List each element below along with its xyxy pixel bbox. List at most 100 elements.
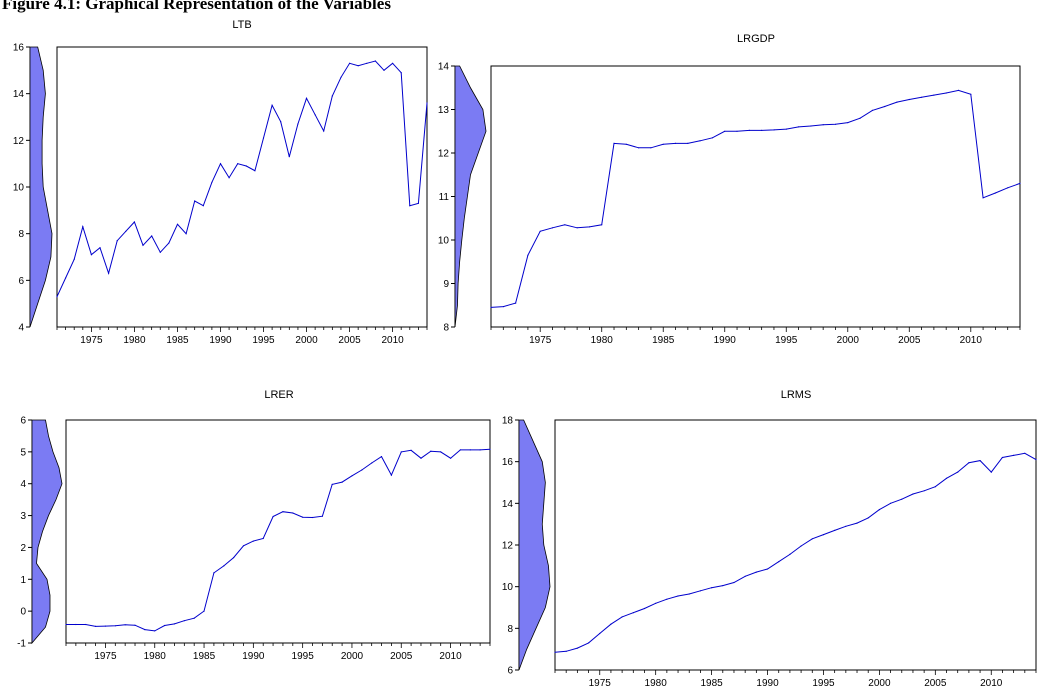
- data-point: [321, 515, 323, 517]
- data-point: [643, 607, 646, 610]
- data-point: [859, 117, 861, 119]
- data-point: [252, 540, 254, 542]
- data-point: [85, 623, 87, 626]
- chart-panel-ltb: LTB 4 6 8 10 12 14 16 1975 1980 1985 1990 1995 2000 20…: [13, 19, 428, 346]
- data-point: [374, 60, 376, 62]
- data-point: [194, 200, 196, 202]
- data-point: [982, 197, 984, 199]
- data-point: [311, 516, 314, 519]
- data-point: [366, 62, 368, 64]
- data-point: [968, 462, 970, 464]
- data-point: [254, 170, 256, 172]
- data-point: [856, 522, 858, 524]
- x-tick-label: 1995: [812, 678, 835, 689]
- data-point: [515, 302, 517, 304]
- data-point: [351, 475, 353, 477]
- chart-panel-lrms: LRMS 6 8 10 12 14 16 18 1975 1980 1985 1990 1995 2000…: [502, 389, 1037, 689]
- data-point: [151, 235, 153, 237]
- data-point: [810, 125, 812, 127]
- x-tick-label: 1980: [591, 335, 614, 346]
- data-point: [176, 223, 179, 225]
- data-point: [867, 517, 869, 519]
- data-point: [193, 617, 195, 619]
- data-point: [761, 129, 763, 131]
- data-point: [733, 581, 735, 584]
- data-point: [400, 72, 402, 74]
- data-point: [426, 102, 428, 104]
- data-point: [934, 486, 936, 488]
- figure-title: Figure 4.1: Graphical Representation of …: [2, 0, 391, 13]
- data-point: [142, 244, 144, 246]
- series-line: [66, 448, 491, 632]
- data-point: [554, 651, 556, 653]
- y-tick-label: 11: [439, 192, 450, 203]
- data-point: [744, 575, 746, 577]
- x-tick-label: 2010: [381, 335, 404, 346]
- x-tick-label: 2005: [924, 678, 947, 689]
- data-point: [1035, 459, 1037, 461]
- data-point: [588, 642, 590, 644]
- data-point: [699, 140, 701, 142]
- data-point: [527, 254, 529, 256]
- data-point: [213, 572, 215, 574]
- x-tick-label: 2010: [980, 678, 1003, 689]
- data-point: [945, 92, 947, 94]
- data-point: [800, 545, 802, 547]
- data-point: [822, 534, 825, 536]
- data-point: [75, 623, 77, 626]
- data-point: [361, 469, 363, 471]
- x-tick-label: 1985: [193, 651, 216, 662]
- data-point: [687, 142, 689, 144]
- data-point: [73, 258, 75, 260]
- x-tick-label: 1990: [209, 335, 232, 346]
- y-tick-label: 12: [438, 149, 450, 160]
- data-point: [601, 224, 603, 226]
- data-point: [99, 247, 101, 249]
- data-point: [228, 177, 230, 179]
- x-tick-label: 1980: [645, 678, 668, 689]
- series-line: [56, 60, 428, 297]
- data-point: [785, 128, 787, 130]
- x-tick-label: 1980: [144, 651, 167, 662]
- x-tick-label: 1995: [252, 335, 275, 346]
- data-point: [133, 221, 135, 223]
- data-point: [778, 561, 780, 563]
- data-point: [666, 598, 668, 600]
- data-point: [625, 143, 627, 145]
- data-point: [979, 460, 981, 462]
- data-point: [890, 502, 892, 504]
- chart-title: LTB: [232, 19, 251, 31]
- data-point: [245, 165, 247, 167]
- data-point: [262, 537, 264, 540]
- data-point: [82, 226, 84, 228]
- data-point: [599, 632, 601, 635]
- data-point: [1024, 452, 1026, 454]
- data-point: [440, 451, 442, 453]
- data-point: [211, 181, 213, 183]
- x-tick-label: 2000: [837, 335, 860, 346]
- plot-frame: [65, 419, 491, 644]
- x-tick-label: 1990: [714, 335, 737, 346]
- data-point: [970, 93, 972, 95]
- chart-panel-lrgdp: LRGDP 8 9 10 11 12 13 14 1975 1980 1985 1990 1995 200…: [438, 33, 1021, 346]
- data-point: [410, 449, 412, 451]
- chart-title: LRMS: [781, 389, 812, 401]
- data-point: [65, 277, 67, 279]
- data-point: [469, 449, 471, 451]
- y-tick-label: 12: [502, 541, 514, 552]
- y-tick-label: 8: [507, 624, 513, 635]
- data-point: [124, 624, 126, 626]
- y-tick-label: 14: [438, 62, 450, 73]
- data-point: [314, 114, 316, 116]
- data-point: [357, 65, 359, 67]
- chart-title: LRGDP: [737, 33, 775, 45]
- data-point: [409, 205, 411, 207]
- data-point: [834, 529, 836, 532]
- density-shape: [518, 419, 551, 671]
- data-point: [908, 98, 910, 101]
- y-tick-label: 9: [443, 279, 449, 290]
- y-tick-label: 16: [502, 457, 514, 468]
- data-point: [420, 457, 422, 459]
- data-point: [957, 89, 960, 91]
- data-point: [292, 512, 294, 514]
